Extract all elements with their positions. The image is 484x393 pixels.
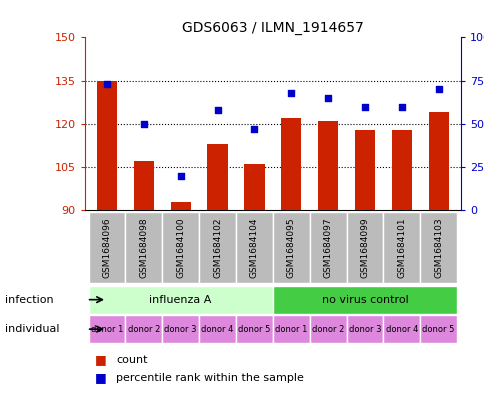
Bar — [391, 130, 411, 210]
Text: individual: individual — [5, 324, 59, 334]
Bar — [125, 315, 162, 343]
Bar — [346, 315, 382, 343]
Point — [103, 81, 111, 87]
Text: donor 3: donor 3 — [348, 325, 380, 334]
Point — [323, 95, 331, 101]
Text: ■: ■ — [94, 353, 106, 366]
Text: GSM1684098: GSM1684098 — [139, 217, 148, 278]
Text: donor 5: donor 5 — [422, 325, 454, 334]
Bar — [134, 161, 153, 210]
Bar — [199, 212, 236, 283]
Text: donor 2: donor 2 — [311, 325, 344, 334]
Point — [177, 173, 184, 179]
Bar — [382, 212, 419, 283]
Bar — [236, 212, 272, 283]
Point — [287, 90, 294, 96]
Text: ■: ■ — [94, 371, 106, 384]
Text: donor 4: donor 4 — [201, 325, 233, 334]
Text: GSM1684097: GSM1684097 — [323, 217, 332, 278]
Point — [140, 121, 148, 127]
Bar — [419, 315, 456, 343]
Text: GSM1684102: GSM1684102 — [212, 217, 222, 278]
Bar — [346, 212, 382, 283]
Bar — [272, 285, 456, 314]
Text: no virus control: no virus control — [321, 295, 408, 305]
Bar — [97, 81, 117, 210]
Bar — [318, 121, 337, 210]
Text: GSM1684100: GSM1684100 — [176, 217, 185, 278]
Bar — [382, 315, 419, 343]
Bar — [89, 315, 125, 343]
Point — [360, 103, 368, 110]
Bar — [199, 315, 236, 343]
Bar — [281, 118, 301, 210]
Text: influenza A: influenza A — [149, 295, 212, 305]
Text: GSM1684095: GSM1684095 — [286, 217, 295, 278]
Point — [397, 103, 405, 110]
Bar — [236, 315, 272, 343]
Bar — [419, 212, 456, 283]
Bar — [272, 212, 309, 283]
Text: donor 1: donor 1 — [91, 325, 123, 334]
Bar — [309, 212, 346, 283]
Text: percentile rank within the sample: percentile rank within the sample — [116, 373, 303, 383]
Point — [434, 86, 441, 92]
Bar — [162, 212, 199, 283]
Bar — [125, 212, 162, 283]
Bar — [309, 315, 346, 343]
Text: donor 4: donor 4 — [385, 325, 417, 334]
Text: GSM1684104: GSM1684104 — [249, 217, 258, 278]
Text: GSM1684099: GSM1684099 — [360, 217, 369, 278]
Bar — [428, 112, 448, 210]
Title: GDS6063 / ILMN_1914657: GDS6063 / ILMN_1914657 — [182, 21, 363, 35]
Text: GSM1684101: GSM1684101 — [396, 217, 406, 278]
Text: donor 1: donor 1 — [274, 325, 307, 334]
Point — [250, 126, 258, 132]
Text: GSM1684096: GSM1684096 — [102, 217, 111, 278]
Bar — [354, 130, 374, 210]
Bar — [89, 285, 272, 314]
Text: donor 5: donor 5 — [238, 325, 270, 334]
Bar — [207, 144, 227, 210]
Bar — [170, 202, 190, 210]
Bar — [89, 212, 125, 283]
Text: donor 2: donor 2 — [127, 325, 160, 334]
Bar — [162, 315, 199, 343]
Text: donor 3: donor 3 — [164, 325, 197, 334]
Text: GSM1684103: GSM1684103 — [433, 217, 442, 278]
Bar — [244, 164, 264, 210]
Point — [213, 107, 221, 113]
Text: count: count — [116, 355, 148, 365]
Bar — [272, 315, 309, 343]
Text: infection: infection — [5, 295, 53, 305]
